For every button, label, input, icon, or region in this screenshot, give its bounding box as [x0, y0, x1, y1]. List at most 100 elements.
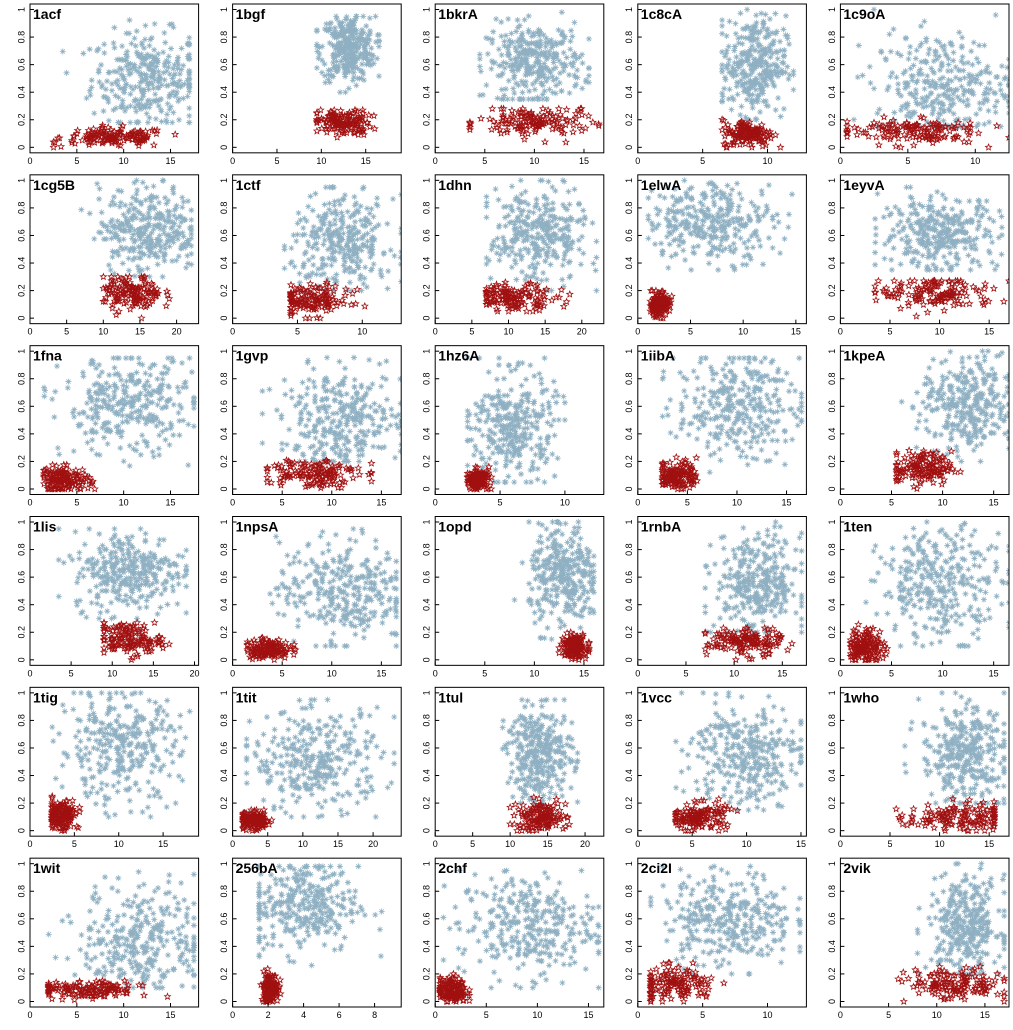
- upper-points-point: [578, 261, 584, 267]
- upper-points-point: [910, 111, 916, 117]
- upper-points-point: [98, 230, 104, 236]
- upper-points-point: [342, 65, 348, 71]
- points-1eyvA: [872, 184, 1012, 319]
- upper-points-point: [700, 202, 706, 208]
- upper-points-point: [586, 79, 592, 85]
- upper-points-point: [927, 267, 933, 273]
- lower-points-point: [937, 280, 943, 286]
- upper-points-point: [902, 85, 908, 91]
- upper-points-point: [668, 208, 674, 214]
- upper-points-point: [356, 265, 362, 271]
- upper-points-point: [951, 101, 957, 107]
- upper-points-point: [170, 110, 176, 116]
- upper-points-point: [526, 88, 532, 94]
- upper-points-point: [121, 236, 127, 242]
- upper-points-point: [873, 225, 879, 231]
- y-tick-label: 0: [219, 316, 229, 321]
- upper-points-point: [486, 257, 492, 263]
- upper-points-point: [539, 73, 545, 79]
- lower-points-point: [590, 119, 596, 125]
- lower-points-point: [881, 114, 887, 120]
- y-tick-label: 0: [219, 145, 229, 150]
- upper-points-point: [770, 214, 776, 220]
- upper-points-point: [974, 226, 980, 232]
- upper-points-point: [926, 46, 932, 52]
- upper-points-point: [683, 205, 689, 211]
- upper-points-point: [488, 66, 494, 72]
- x-tick-label: 10: [119, 156, 129, 166]
- y-tick-label: 0.6: [624, 229, 634, 242]
- points-1elwA: [645, 177, 795, 320]
- y-tick-label: 0.2: [422, 114, 432, 127]
- upper-points-point: [944, 94, 950, 100]
- x-tick-label: 15: [165, 156, 175, 166]
- upper-points-point: [744, 7, 750, 13]
- upper-points-point: [968, 219, 974, 225]
- upper-points-point: [789, 191, 795, 197]
- x-tick-label: 5: [274, 156, 279, 166]
- upper-points-point: [104, 95, 110, 101]
- upper-points-point: [579, 85, 585, 91]
- upper-points-point: [513, 277, 519, 283]
- upper-points-point: [536, 206, 542, 212]
- upper-points-point: [694, 216, 700, 222]
- upper-points-point: [855, 74, 861, 80]
- upper-points-point: [667, 241, 673, 247]
- lower-points-point: [939, 278, 945, 284]
- upper-points-point: [578, 217, 584, 223]
- upper-points-point: [368, 45, 374, 51]
- upper-points-point: [531, 210, 537, 216]
- upper-points-point: [871, 86, 877, 92]
- upper-points-point: [679, 208, 685, 214]
- upper-points-point: [126, 30, 132, 36]
- upper-points-point: [542, 88, 548, 94]
- upper-points-point: [509, 183, 515, 189]
- upper-points-point: [721, 234, 727, 240]
- upper-points-point: [771, 38, 777, 44]
- upper-points-point: [546, 244, 552, 250]
- y-tick-label: 0.4: [422, 257, 432, 270]
- upper-points-point: [350, 77, 356, 83]
- upper-points-point: [767, 54, 773, 60]
- upper-points-point: [913, 55, 919, 61]
- upper-points-point: [519, 33, 525, 39]
- upper-points-point: [498, 33, 504, 39]
- upper-points-point: [310, 262, 316, 268]
- upper-points-point: [99, 209, 105, 215]
- lower-points-point: [561, 303, 567, 309]
- upper-points-point: [554, 253, 560, 259]
- upper-points-point: [975, 121, 981, 127]
- upper-points-point: [160, 178, 166, 184]
- lower-points-point: [898, 305, 904, 311]
- lower-points-point: [913, 313, 919, 319]
- upper-points-point: [966, 198, 972, 204]
- x-tick-label: 10: [98, 327, 108, 337]
- upper-points-point: [526, 13, 532, 19]
- upper-points-point: [908, 73, 914, 79]
- upper-points-point: [180, 199, 186, 205]
- y-tick-label: 0.2: [16, 284, 26, 297]
- lower-points-point: [991, 285, 997, 291]
- upper-points-point: [722, 53, 728, 59]
- upper-points-point: [951, 50, 957, 56]
- upper-points-point: [567, 201, 573, 207]
- upper-points-point: [761, 20, 767, 26]
- upper-points-point: [127, 120, 133, 126]
- upper-points-point: [658, 240, 664, 246]
- upper-points-point: [856, 43, 862, 49]
- upper-points-point: [316, 51, 322, 57]
- upper-points-point: [975, 207, 981, 213]
- lower-points-point: [151, 142, 157, 148]
- upper-points-point: [398, 254, 404, 260]
- upper-points-point: [162, 40, 168, 46]
- upper-points-point: [902, 68, 908, 74]
- upper-points-point: [175, 384, 181, 390]
- upper-points-point: [169, 76, 175, 82]
- upper-points-point: [113, 105, 119, 111]
- upper-points-point: [358, 203, 364, 209]
- upper-points-point: [731, 48, 737, 54]
- y-tick-label: 0.4: [219, 257, 229, 270]
- upper-points-point: [376, 39, 382, 45]
- upper-points-point: [506, 78, 512, 84]
